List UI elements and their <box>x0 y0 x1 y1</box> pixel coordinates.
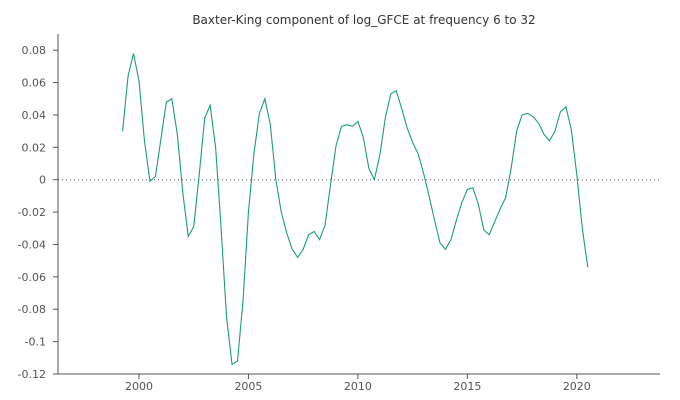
series-line <box>122 53 589 366</box>
x-axis-ticks: 2000 2005 2010 2015 2020 <box>125 374 591 393</box>
y-axis-ticks: 0.08 0.06 0.04 0.02 0 -0.02 -0.04 -0.06 -0.08 -0.… <box>18 44 58 381</box>
x-tick-label: 2020 <box>563 380 591 393</box>
y-tick-label: -0.12 <box>18 368 46 381</box>
y-tick-label: -0.04 <box>18 238 46 251</box>
y-tick-label: 0.08 <box>22 44 47 57</box>
y-tick-label: 0.06 <box>22 77 47 90</box>
x-tick-label: 2005 <box>234 380 262 393</box>
chart-title: Baxter-King component of log_GFCE at fre… <box>192 13 535 27</box>
y-tick-label: 0 <box>39 174 46 187</box>
axes <box>57 34 660 375</box>
y-tick-label: 0.02 <box>22 141 47 154</box>
y-tick-label: -0.02 <box>18 206 46 219</box>
x-tick-label: 2000 <box>125 380 153 393</box>
y-tick-label: -0.08 <box>18 303 46 316</box>
x-tick-label: 2015 <box>453 380 481 393</box>
y-tick-label: -0.06 <box>18 271 46 284</box>
y-tick-label: 0.04 <box>22 109 47 122</box>
x-tick-label: 2010 <box>344 380 372 393</box>
plot-area <box>58 53 660 366</box>
y-tick-label: -0.1 <box>25 336 46 349</box>
